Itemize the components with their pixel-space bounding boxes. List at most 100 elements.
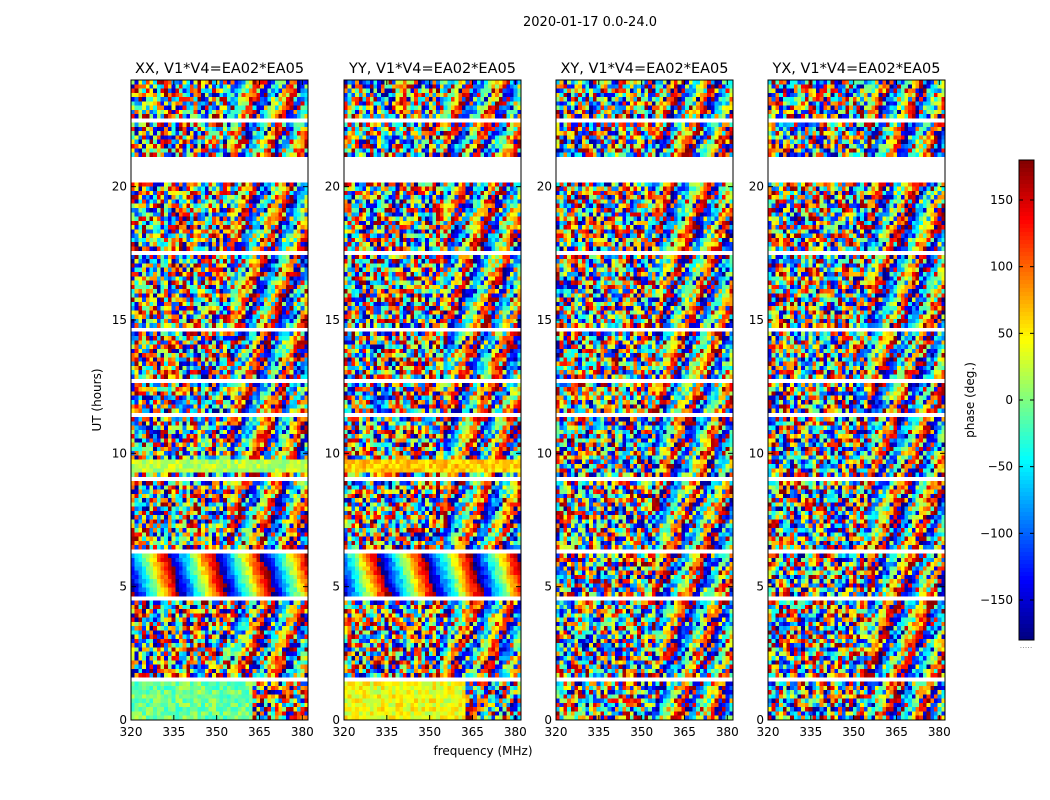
heatmap-cell — [142, 97, 146, 102]
heatmap-cell — [131, 101, 135, 106]
heatmap-cell — [131, 106, 135, 111]
heatmap-cell — [149, 217, 153, 222]
heatmap-cell — [297, 127, 301, 132]
heatmap-cell — [267, 229, 271, 234]
heatmap-cell — [172, 97, 176, 102]
heatmap-cell — [231, 221, 235, 226]
heatmap-cell — [293, 195, 297, 200]
heatmap-cell — [290, 80, 294, 85]
heatmap-cell — [220, 255, 224, 260]
heatmap-cell — [194, 238, 198, 243]
heatmap-cell — [301, 148, 305, 153]
heatmap-cell — [260, 106, 264, 111]
heatmap-cell — [223, 140, 227, 145]
heatmap-cell — [197, 242, 201, 247]
heatmap-cell — [168, 242, 172, 247]
heatmap-cell — [271, 97, 275, 102]
heatmap-cell — [223, 246, 227, 251]
heatmap-cell — [297, 140, 301, 145]
heatmap-cell — [190, 217, 194, 222]
heatmap-cell — [260, 195, 264, 200]
heatmap-cell — [161, 148, 165, 153]
heatmap-cell — [175, 144, 179, 149]
heatmap-cell — [301, 135, 305, 140]
heatmap-cell — [290, 221, 294, 226]
heatmap-cell — [264, 101, 268, 106]
heatmap-cell — [186, 135, 190, 140]
heatmap-cell — [164, 106, 168, 111]
heatmap-cell — [179, 229, 183, 234]
heatmap-cell — [282, 144, 286, 149]
heatmap-cell — [197, 234, 201, 239]
heatmap-cell — [245, 144, 249, 149]
heatmap-cell — [157, 110, 161, 115]
heatmap-cell — [231, 89, 235, 94]
heatmap-cell — [149, 106, 153, 111]
heatmap-cell — [172, 101, 176, 106]
heatmap-cell — [231, 140, 235, 145]
heatmap-cell — [201, 144, 205, 149]
heatmap-cell — [267, 191, 271, 196]
heatmap-cell — [297, 212, 301, 217]
heatmap-cell — [227, 110, 231, 115]
heatmap-cell — [253, 148, 257, 153]
heatmap-cell — [282, 195, 286, 200]
heatmap-cell — [149, 195, 153, 200]
heatmap-cell — [253, 131, 257, 136]
heatmap-cell — [149, 242, 153, 247]
heatmap-cell — [138, 225, 142, 230]
heatmap-cell — [286, 191, 290, 196]
heatmap-cell — [271, 195, 275, 200]
heatmap-cell — [135, 221, 139, 226]
heatmap-cell — [223, 101, 227, 106]
heatmap-cell — [194, 221, 198, 226]
heatmap-cell — [194, 217, 198, 222]
heatmap-cell — [194, 187, 198, 192]
heatmap-cell — [205, 93, 209, 98]
heatmap-cell — [153, 246, 157, 251]
heatmap-cell — [216, 238, 220, 243]
heatmap-cell — [138, 135, 142, 140]
heatmap-cell — [267, 217, 271, 222]
heatmap-cell — [172, 114, 176, 119]
heatmap-cell — [157, 195, 161, 200]
heatmap-cell — [238, 238, 242, 243]
heatmap-cell — [227, 195, 231, 200]
heatmap-cell — [164, 225, 168, 230]
heatmap-cell — [242, 110, 246, 115]
heatmap-cell — [253, 135, 257, 140]
heatmap-cell — [164, 135, 168, 140]
heatmap-cell — [201, 246, 205, 251]
heatmap-cell — [208, 195, 212, 200]
heatmap-cell — [135, 199, 139, 204]
heatmap-cell — [238, 140, 242, 145]
heatmap-cell — [168, 84, 172, 89]
heatmap-cell — [149, 234, 153, 239]
heatmap-cell — [146, 135, 150, 140]
heatmap-cell — [186, 234, 190, 239]
heatmap-cell — [223, 135, 227, 140]
heatmap-cell — [142, 225, 146, 230]
heatmap-cell — [164, 195, 168, 200]
heatmap-cell — [279, 80, 283, 85]
heatmap-cell — [186, 195, 190, 200]
heatmap-cell — [190, 221, 194, 226]
heatmap-cell — [293, 242, 297, 247]
heatmap-cell — [161, 191, 165, 196]
heatmap-cell — [168, 89, 172, 94]
heatmap-cell — [183, 123, 187, 128]
heatmap-cell — [172, 208, 176, 213]
heatmap-cell — [205, 229, 209, 234]
heatmap-cell — [245, 208, 249, 213]
heatmap-cell — [282, 229, 286, 234]
heatmap-cell — [201, 182, 205, 187]
heatmap-cell — [212, 187, 216, 192]
heatmap-cell — [271, 84, 275, 89]
heatmap-cell — [138, 187, 142, 192]
heatmap-cell — [249, 127, 253, 132]
heatmap-cell — [153, 234, 157, 239]
heatmap-cell — [220, 127, 224, 132]
heatmap-cell — [183, 217, 187, 222]
heatmap-cell — [135, 255, 139, 260]
heatmap-cell — [138, 246, 142, 251]
